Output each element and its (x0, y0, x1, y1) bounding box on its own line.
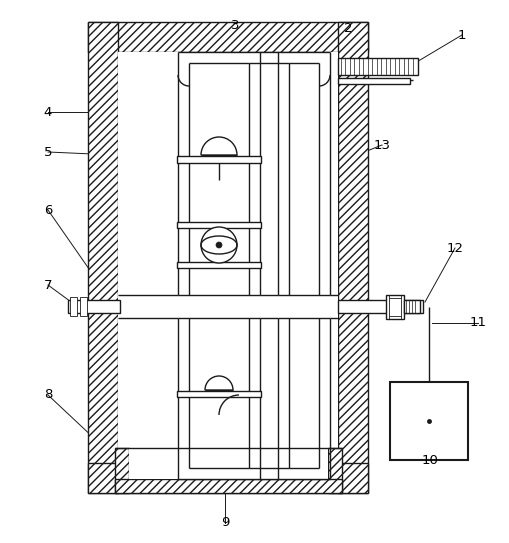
Bar (129, 448, 327, 479)
Text: 8: 8 (44, 388, 52, 401)
Bar (403, 300, 419, 313)
Bar (177, 222, 261, 228)
Bar (389, 382, 467, 460)
Text: 1: 1 (457, 28, 465, 41)
Text: 6: 6 (44, 204, 52, 217)
Bar (177, 262, 261, 268)
Bar (337, 300, 422, 313)
Text: 4: 4 (44, 105, 52, 118)
Bar (115, 479, 342, 493)
Text: 2: 2 (343, 22, 352, 35)
Bar (385, 294, 403, 319)
Bar (88, 22, 118, 493)
Wedge shape (205, 376, 233, 390)
Bar (337, 58, 417, 75)
Bar (177, 391, 261, 397)
Circle shape (216, 242, 221, 248)
Bar (337, 78, 409, 84)
Bar (327, 448, 342, 493)
Circle shape (201, 227, 237, 263)
Text: 12: 12 (445, 242, 463, 255)
Text: 5: 5 (44, 146, 52, 159)
Bar (88, 22, 367, 52)
Bar (68, 300, 120, 313)
Text: 13: 13 (373, 138, 390, 151)
Text: 11: 11 (469, 317, 486, 330)
Bar (70, 297, 77, 316)
Text: 9: 9 (220, 516, 229, 529)
Text: 3: 3 (230, 18, 239, 31)
Bar (88, 463, 367, 493)
Text: 7: 7 (44, 279, 52, 292)
Bar (80, 297, 87, 316)
Text: 10: 10 (421, 453, 438, 466)
Bar (177, 156, 261, 163)
Bar (118, 52, 337, 463)
Bar (115, 448, 129, 493)
Wedge shape (201, 137, 237, 155)
Bar (337, 22, 367, 493)
